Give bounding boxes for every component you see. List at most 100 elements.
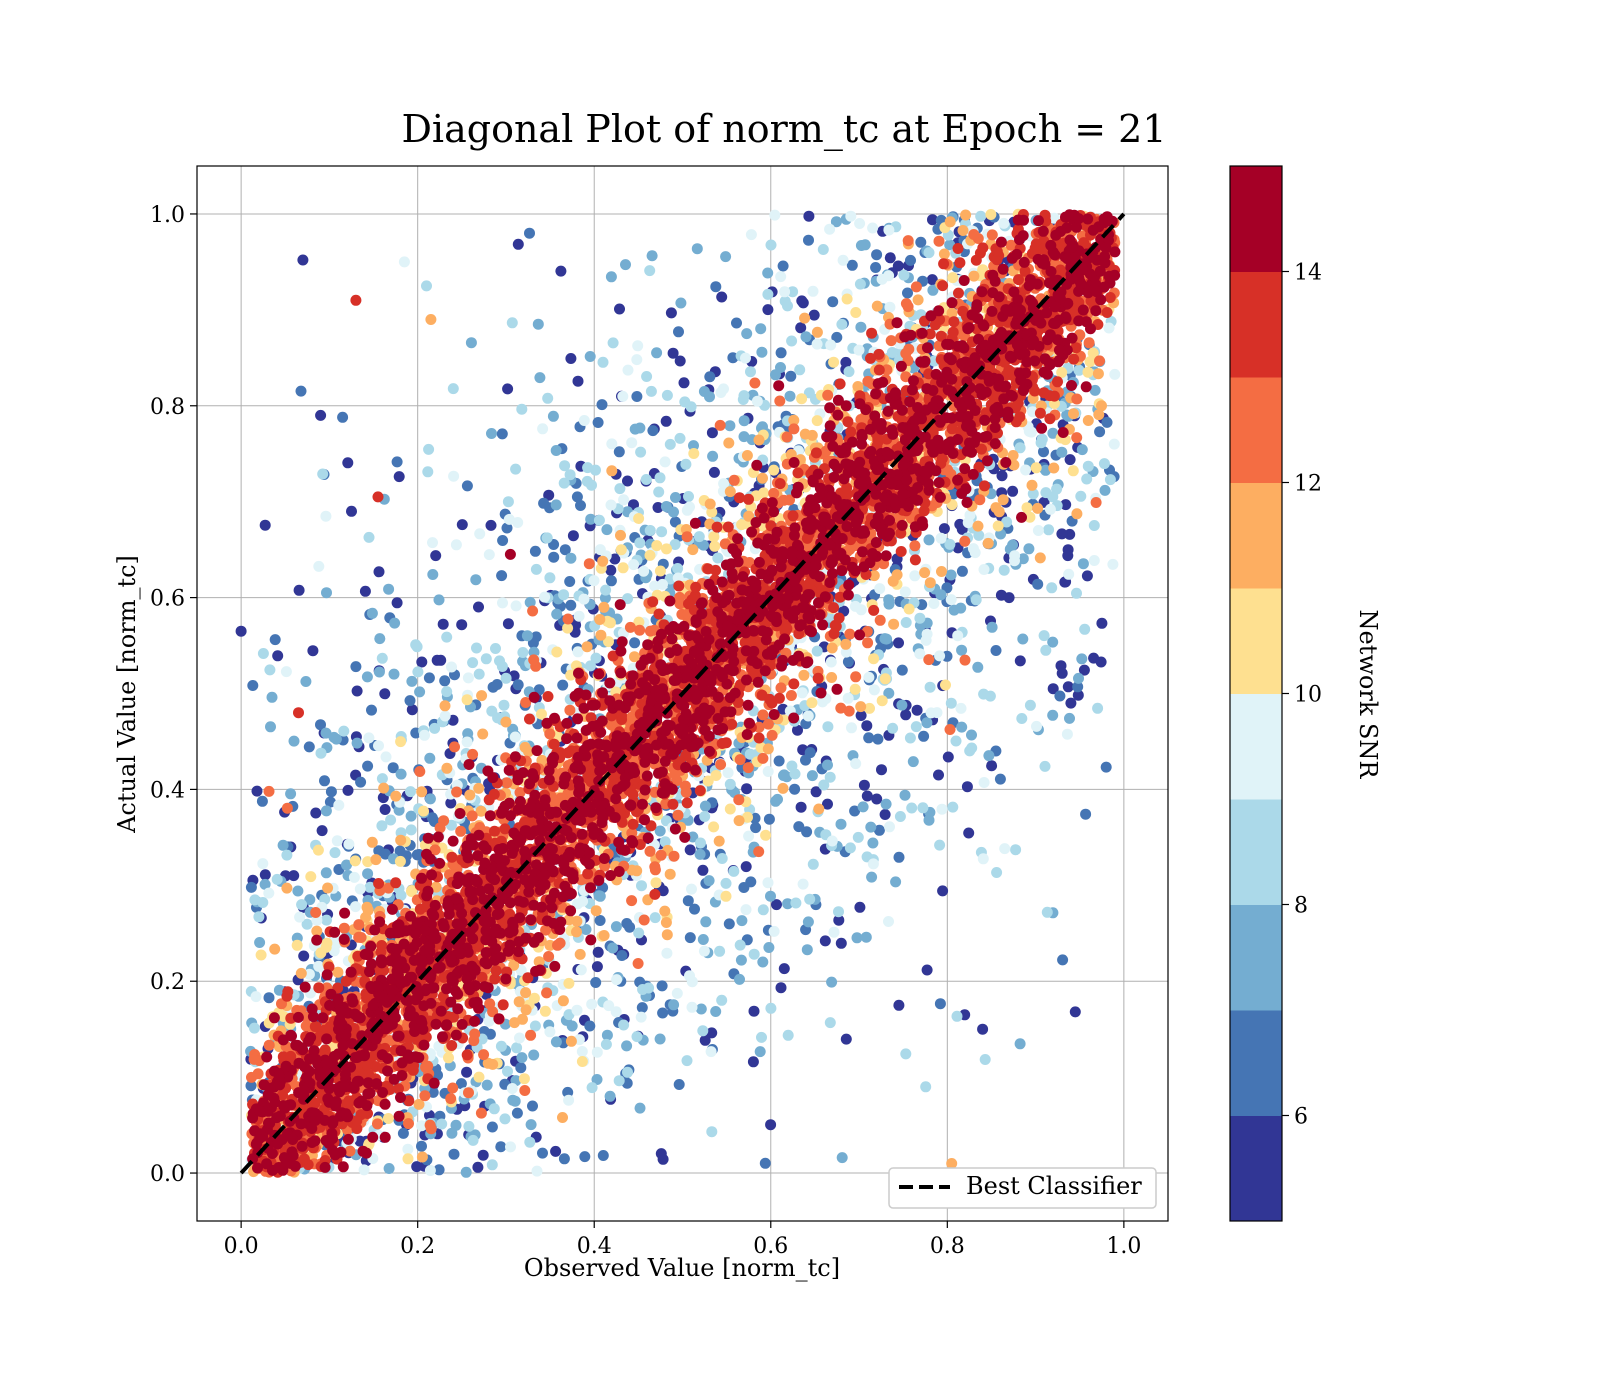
- scatter-point: [727, 352, 739, 364]
- scatter-point: [405, 824, 417, 836]
- scatter-point: [775, 362, 786, 373]
- scatter-point: [427, 569, 439, 580]
- scatter-point: [883, 598, 895, 610]
- scatter-point: [765, 890, 776, 902]
- scatter-point: [944, 239, 956, 251]
- scatter-point: [263, 887, 275, 899]
- scatter-point: [858, 779, 870, 791]
- scatter-point: [315, 947, 327, 959]
- scatter-point: [649, 912, 661, 924]
- scatter-point: [759, 1157, 771, 1169]
- scatter-point: [970, 594, 982, 606]
- scatter-point: [854, 218, 866, 229]
- scatter-point: [473, 668, 485, 680]
- scatter-point: [462, 728, 474, 740]
- scatter-point: [1064, 528, 1076, 540]
- scatter-point: [397, 1127, 409, 1139]
- scatter-point: [366, 607, 378, 619]
- scatter-point: [830, 216, 842, 228]
- scatter-point: [426, 812, 438, 824]
- scatter-point: [853, 344, 865, 356]
- scatter-point: [271, 873, 283, 885]
- scatter-point: [923, 247, 935, 259]
- scatter-point: [884, 301, 896, 313]
- scatter-point: [617, 390, 629, 402]
- scatter-point: [539, 1005, 551, 1017]
- scatter-point: [879, 633, 891, 645]
- scatter-point: [966, 729, 977, 741]
- scatter-point: [281, 802, 293, 814]
- scatter-point: [1073, 672, 1084, 684]
- scatter-point: [837, 254, 849, 266]
- scatter-point: [613, 446, 625, 458]
- scatter-point: [874, 614, 886, 626]
- scatter-point: [789, 783, 801, 795]
- scatter-point: [704, 498, 716, 510]
- scatter-point: [550, 499, 562, 511]
- scatter-point: [575, 500, 586, 511]
- scatter-point: [664, 868, 676, 880]
- scatter-point: [716, 853, 728, 864]
- scatter-point: [756, 346, 768, 358]
- scatter-point: [756, 1031, 767, 1043]
- scatter-point: [430, 550, 442, 562]
- scatter-point: [423, 672, 435, 684]
- scatter-point: [467, 1134, 479, 1146]
- scatter-point: [509, 1095, 521, 1107]
- scatter-point: [376, 820, 388, 832]
- scatter-point: [773, 755, 785, 767]
- scatter-point: [1079, 623, 1091, 635]
- scatter-point: [669, 539, 681, 550]
- scatter-point: [661, 929, 673, 941]
- scatter-point: [883, 916, 894, 927]
- scatter-point: [563, 977, 575, 989]
- chart-title: Diagonal Plot of norm_tc at Epoch = 21: [401, 107, 1166, 152]
- scatter-point: [734, 939, 746, 951]
- scatter-point: [688, 440, 699, 452]
- scatter-point: [1009, 555, 1020, 567]
- scatter-point: [527, 605, 539, 617]
- scatter-point: [862, 637, 874, 649]
- scatter-point: [782, 898, 794, 910]
- scatter-point: [495, 1040, 507, 1052]
- scatter-point: [831, 331, 843, 343]
- scatter-point: [654, 825, 666, 837]
- scatter-point: [887, 722, 899, 734]
- scatter-point: [722, 767, 734, 779]
- scatter-point: [527, 637, 539, 649]
- scatter-point: [273, 984, 285, 996]
- scatter-point: [978, 564, 990, 575]
- scatter-point: [250, 991, 262, 1003]
- scatter-point: [986, 760, 998, 772]
- scatter-point: [586, 1082, 598, 1094]
- scatter-point: [571, 491, 583, 503]
- scatter-point: [944, 724, 956, 735]
- scatter-point: [472, 1161, 484, 1173]
- scatter-point: [604, 617, 616, 629]
- scatter-point: [448, 470, 460, 482]
- scatter-point: [506, 317, 518, 329]
- scatter-point: [394, 855, 406, 867]
- scatter-point: [572, 375, 584, 387]
- scatter-point: [247, 680, 259, 691]
- scatter-point: [782, 1029, 794, 1041]
- scatter-point: [544, 572, 556, 584]
- scatter-point: [711, 521, 723, 533]
- scatter-point: [933, 769, 944, 781]
- scatter-point: [808, 309, 820, 321]
- scatter-point: [581, 641, 593, 653]
- scatter-point: [403, 1118, 414, 1130]
- scatter-point: [698, 386, 710, 397]
- scatter-point: [520, 987, 532, 999]
- scatter-point: [263, 785, 275, 797]
- scatter-point: [683, 491, 694, 502]
- scatter-point: [762, 743, 774, 755]
- scatter-point: [968, 229, 980, 240]
- scatter-point: [684, 844, 696, 856]
- scatter-point: [346, 505, 357, 517]
- scatter-point: [1076, 653, 1088, 665]
- scatter-point: [986, 621, 998, 633]
- scatter-point: [563, 1009, 575, 1021]
- scatter-point: [644, 549, 656, 561]
- scatter-point: [643, 982, 655, 994]
